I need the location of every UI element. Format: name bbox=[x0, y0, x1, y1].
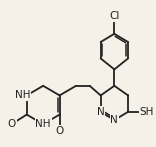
Text: N: N bbox=[110, 115, 118, 125]
Text: Cl: Cl bbox=[109, 11, 119, 21]
Text: O: O bbox=[55, 126, 64, 136]
Text: SH: SH bbox=[139, 107, 154, 117]
Text: NH: NH bbox=[35, 119, 51, 129]
Text: O: O bbox=[7, 119, 16, 129]
Text: N: N bbox=[97, 107, 105, 117]
Text: NH: NH bbox=[15, 90, 30, 100]
